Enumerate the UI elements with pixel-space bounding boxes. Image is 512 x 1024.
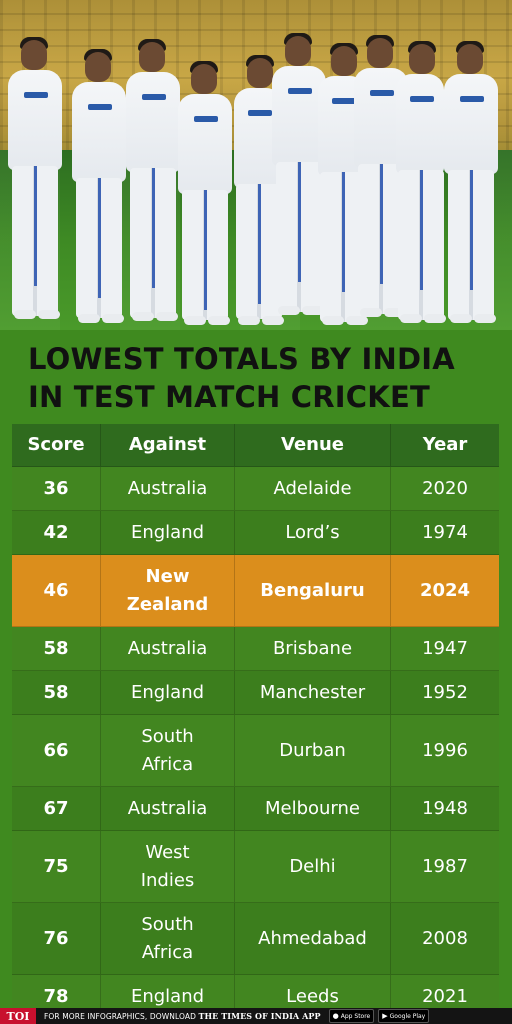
against-cell: Australia (101, 787, 235, 830)
venue-cell: Leeds (235, 975, 391, 1018)
venue-cell: Durban (235, 715, 391, 786)
year-cell: 1974 (422, 521, 468, 543)
table-row: 58 England Manchester 1952 (12, 671, 499, 715)
venue-cell: Bengaluru (235, 555, 391, 626)
year-cell: 1952 (422, 681, 468, 703)
header-year: Year (422, 434, 468, 455)
score-cell: 75 (12, 831, 101, 902)
venue-cell: Adelaide (235, 467, 391, 510)
apple-icon: ● (332, 1012, 339, 1020)
table-row: 67 Australia Melbourne 1948 (12, 787, 499, 831)
against-cell: England (101, 511, 235, 554)
table-row: 58 Australia Brisbane 1947 (12, 627, 499, 671)
google-play-label: Google Play (389, 1012, 426, 1020)
year-cell: 1947 (422, 637, 468, 659)
year-cell: 1996 (422, 739, 468, 761)
table-row: 36 Australia Adelaide 2020 (12, 467, 499, 511)
venue-cell: Ahmedabad (235, 903, 391, 974)
year-cell: 2020 (422, 477, 468, 499)
venue-cell: Lord’s (235, 511, 391, 554)
footer-prefix: FOR MORE INFOGRAPHICS, DOWNLOAD (44, 1012, 196, 1021)
header-against: Against (101, 424, 235, 466)
team-photo (0, 0, 512, 330)
table-row: 76 South Africa Ahmedabad 2008 (12, 903, 499, 975)
year-cell: 1987 (422, 855, 468, 877)
year-cell: 2021 (422, 985, 468, 1007)
table-row: 42 England Lord’s 1974 (12, 511, 499, 555)
score-cell: 76 (12, 903, 101, 974)
venue-cell: Manchester (235, 671, 391, 714)
table-header-row: Score Against Venue Year (12, 424, 499, 467)
play-icon: ▶ (382, 1012, 388, 1020)
toi-logo[interactable]: TOI (0, 1008, 36, 1024)
players-lineup (0, 30, 512, 330)
score-cell: 42 (12, 511, 101, 554)
header-score: Score (12, 424, 101, 466)
table-row-highlighted: 46 New Zealand Bengaluru 2024 (12, 555, 499, 627)
score-cell: 78 (12, 975, 101, 1018)
footer-promo-text: FOR MORE INFOGRAPHICS, DOWNLOAD THE TIME… (44, 1011, 321, 1021)
year-cell: 1948 (422, 797, 468, 819)
against-cell: South Africa (101, 903, 235, 974)
google-play-badge[interactable]: ▶ Google Play (378, 1009, 430, 1023)
score-cell: 58 (12, 627, 101, 670)
against-cell: West Indies (101, 831, 235, 902)
against-cell: New Zealand (101, 555, 235, 626)
infographic-title: LOWEST TOTALS BY INDIA IN TEST MATCH CRI… (28, 340, 498, 416)
footer-bar: TOI FOR MORE INFOGRAPHICS, DOWNLOAD THE … (0, 1008, 512, 1024)
app-store-label: App Store (340, 1012, 371, 1020)
against-cell: England (101, 975, 235, 1018)
against-cell: Australia (101, 627, 235, 670)
year-cell: 2024 (419, 579, 471, 601)
app-store-badge[interactable]: ● App Store (328, 1009, 375, 1023)
venue-cell: Delhi (235, 831, 391, 902)
score-cell: 36 (12, 467, 101, 510)
header-venue: Venue (235, 424, 391, 466)
score-cell: 46 (12, 555, 101, 626)
lowest-totals-table: Score Against Venue Year 36 Australia Ad… (12, 424, 499, 1019)
against-cell: South Africa (101, 715, 235, 786)
title-line-2: IN TEST MATCH CRICKET (28, 380, 430, 414)
venue-cell: Brisbane (235, 627, 391, 670)
against-cell: England (101, 671, 235, 714)
table-row: 66 South Africa Durban 1996 (12, 715, 499, 787)
year-cell: 2008 (422, 927, 468, 949)
score-cell: 66 (12, 715, 101, 786)
score-cell: 67 (12, 787, 101, 830)
table-row: 75 West Indies Delhi 1987 (12, 831, 499, 903)
venue-cell: Melbourne (235, 787, 391, 830)
score-cell: 58 (12, 671, 101, 714)
footer-brand[interactable]: THE TIMES OF INDIA APP (198, 1011, 321, 1021)
title-line-1: LOWEST TOTALS BY INDIA (28, 342, 455, 376)
against-cell: Australia (101, 467, 235, 510)
